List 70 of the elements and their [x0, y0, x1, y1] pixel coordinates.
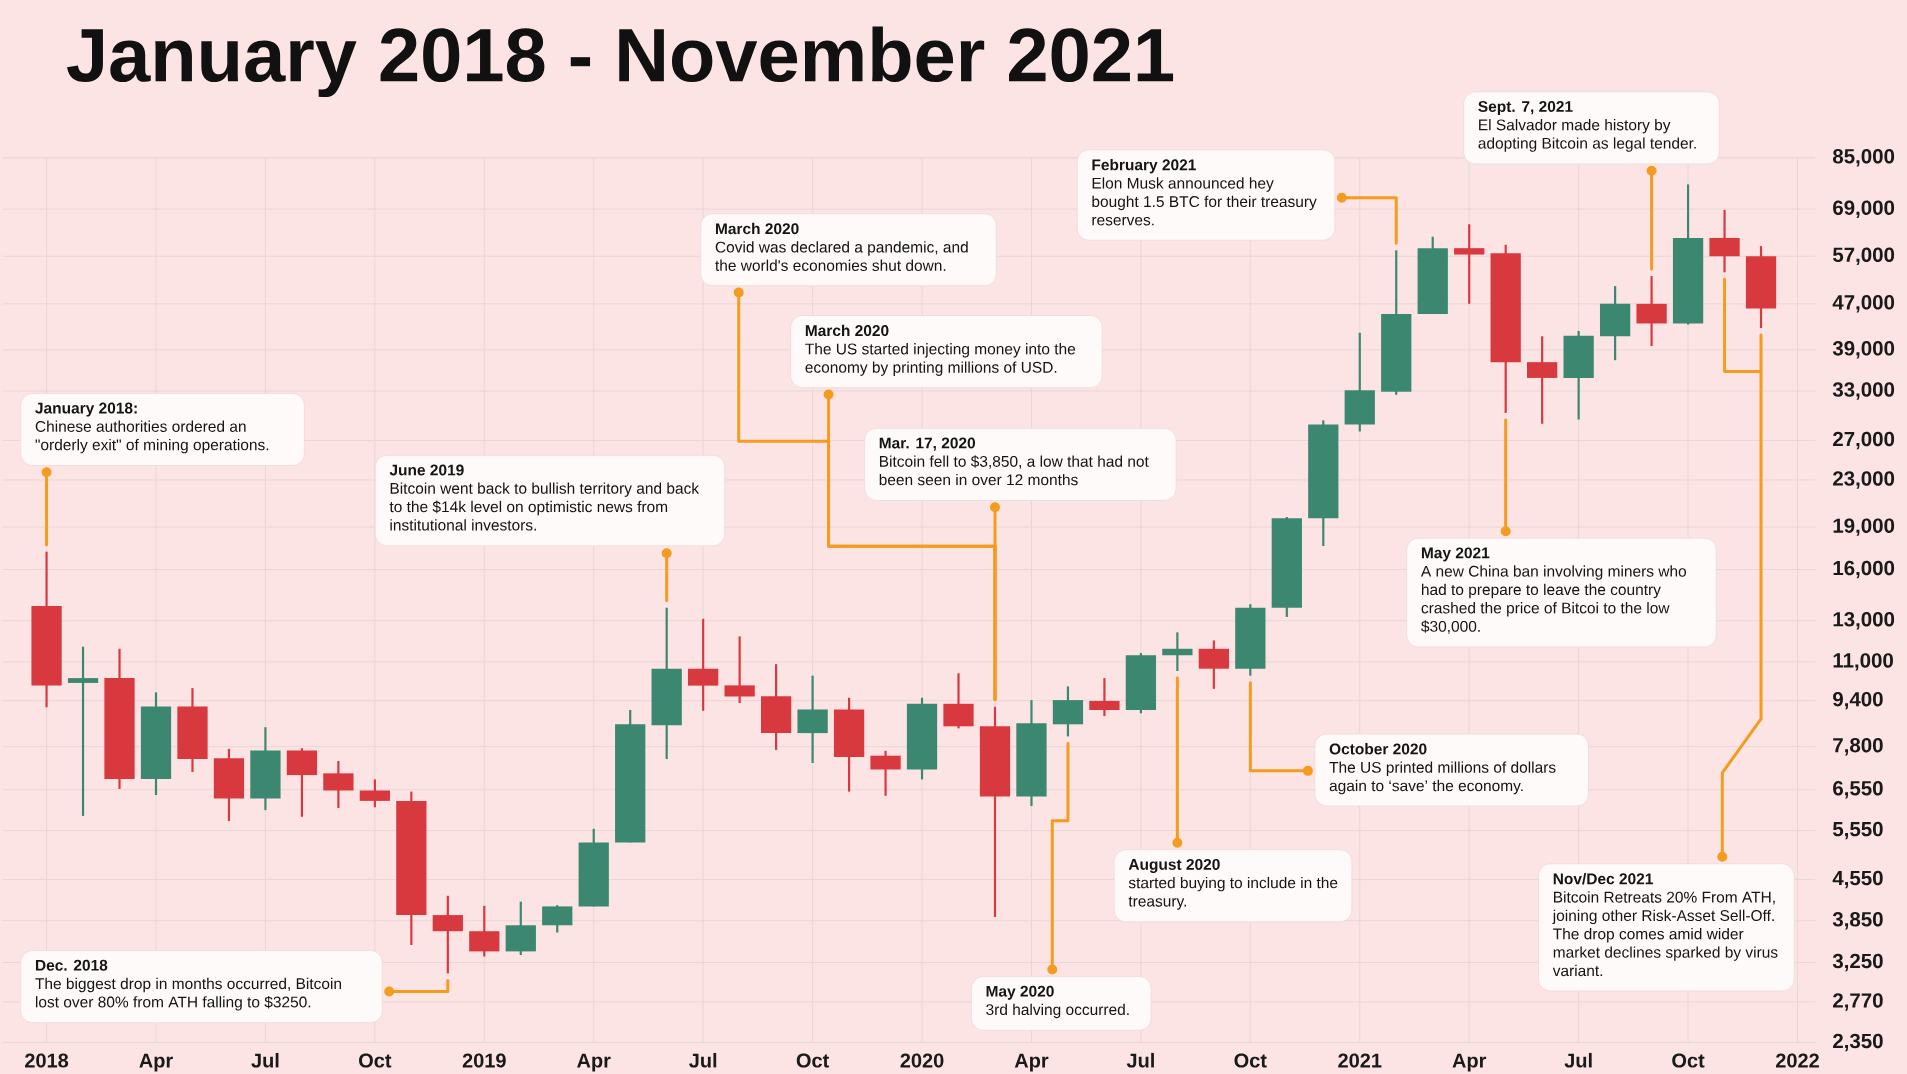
text: Sept. 7, 2021	[1478, 100, 1573, 115]
y-tick-label: 6,550	[1833, 780, 1883, 799]
annotation: January 2018:	[35, 402, 137, 417]
y-tick-label: 2,350	[1833, 1033, 1883, 1051]
x-tick-label: Oct	[1234, 1053, 1267, 1068]
annotation: A new China ban involving miners who had to prepare to leave the country crashed the price of Bitcoi to the low $30,000.	[1420, 565, 1687, 634]
x-tick-label: Jul	[689, 1052, 717, 1068]
y-tick-label: 57,000	[1832, 247, 1895, 265]
annotation: Nov/Dec 2021	[1553, 872, 1653, 885]
annotation: March 2020	[715, 222, 799, 235]
annotation: October 2020	[1329, 742, 1427, 755]
x-tick-label: Oct	[796, 1053, 829, 1068]
y-tick-label: 5,550	[1832, 821, 1883, 840]
annotation: 3rd halving occurred.	[986, 1003, 1129, 1018]
annotation: May 2021	[1421, 547, 1490, 562]
annotation: Bitcoin went back to bullish territory and back to the $14k level on optimistic news from institutional investors.	[389, 482, 700, 531]
annotation: Dec. 2018	[35, 959, 108, 971]
x-tick-label: Apr	[1014, 1053, 1049, 1072]
y-tick-label: 13,000	[1833, 611, 1895, 630]
y-tick-label: 27,000	[1833, 431, 1895, 450]
y-tick-label: 33,000	[1832, 382, 1895, 400]
annotation: May 2020	[986, 985, 1054, 1000]
x-tick-label: Jul	[1126, 1052, 1154, 1068]
candlestick	[1454, 222, 1485, 305]
y-tick-label: 16,000	[1833, 560, 1895, 579]
y-tick-label: 3,250	[1832, 953, 1883, 972]
y-tick-label: 85,000	[1832, 148, 1895, 167]
annotation: Bitcoin Retreats 20% From ATH, joining other Risk-Asset Sell-Off. The drop comes amid wider market declines sparked by virus variant.	[1552, 891, 1778, 976]
annotation: March 2020	[805, 324, 889, 336]
annotation: June 2019	[389, 464, 464, 476]
y-tick-label: 4,550	[1832, 870, 1883, 889]
chart-title: January 2018 - November 2021	[67, 26, 1174, 97]
candlestick	[724, 635, 755, 704]
x-tick-label: 2020	[900, 1053, 944, 1068]
y-tick-label: 11,000	[1833, 652, 1893, 671]
y-tick-label: 47,000	[1832, 294, 1895, 313]
annotation: Mar. 17, 2020	[879, 437, 976, 451]
x-tick-label: Oct	[359, 1053, 392, 1068]
annotation: The US printed millions of dollars again to ‘save’ the economy.	[1329, 761, 1556, 795]
annotation: August 2020	[1128, 858, 1220, 873]
y-tick-label: 19,000	[1833, 518, 1895, 536]
x-tick-label: 2018	[25, 1053, 69, 1068]
x-tick-label: Oct	[1672, 1053, 1705, 1068]
y-tick-label: 39,000	[1832, 340, 1895, 359]
annotation: The biggest drop in months occurred, Bitcoin lost over 80% from ATH falling to $3250.	[35, 977, 341, 1011]
annotation: The US started injecting money into the economy by printing millions of USD.	[805, 342, 1076, 376]
annotation: Covid was declared a pandemic, and the world's economies shut down.	[715, 241, 968, 271]
candlestick	[67, 645, 99, 817]
annotation: started buying to include in the treasury.	[1128, 876, 1338, 910]
y-tick-label: 7,800	[1833, 737, 1883, 756]
annotation: Elon Musk announced hey bought 1.5 BTC for their treasury reserves.	[1092, 177, 1317, 226]
annotation: February 2021	[1092, 158, 1196, 174]
x-tick-label: 2021	[1338, 1053, 1382, 1068]
x-tick-label: Jul	[1564, 1052, 1592, 1068]
x-tick-label: 2019	[462, 1053, 506, 1068]
x-tick-label: Jul	[251, 1052, 279, 1068]
x-tick-label: Apr	[139, 1053, 173, 1072]
x-tick-label: Apr	[1452, 1053, 1487, 1072]
annotation: Bitcoin fell to $3,850, a low that had not been seen in over 12 months	[879, 455, 1149, 486]
x-tick-label: 2022	[1775, 1053, 1819, 1068]
y-tick-label: 3,850	[1832, 911, 1883, 930]
y-tick-label: 2,770	[1833, 992, 1883, 1011]
y-tick-label: 9,400	[1833, 691, 1883, 710]
y-tick-label: 69,000	[1833, 200, 1895, 218]
y-tick-label: 23,000	[1833, 471, 1895, 489]
annotation: Chinese authorities ordered an "orderly exit" of mining operations.	[35, 420, 269, 454]
candlestick	[1089, 676, 1120, 717]
x-tick-label: Apr	[577, 1053, 611, 1072]
text: El Salvador made history by adopting Bitcoin as legal tender.	[1478, 118, 1696, 152]
candlestick	[1162, 631, 1193, 672]
